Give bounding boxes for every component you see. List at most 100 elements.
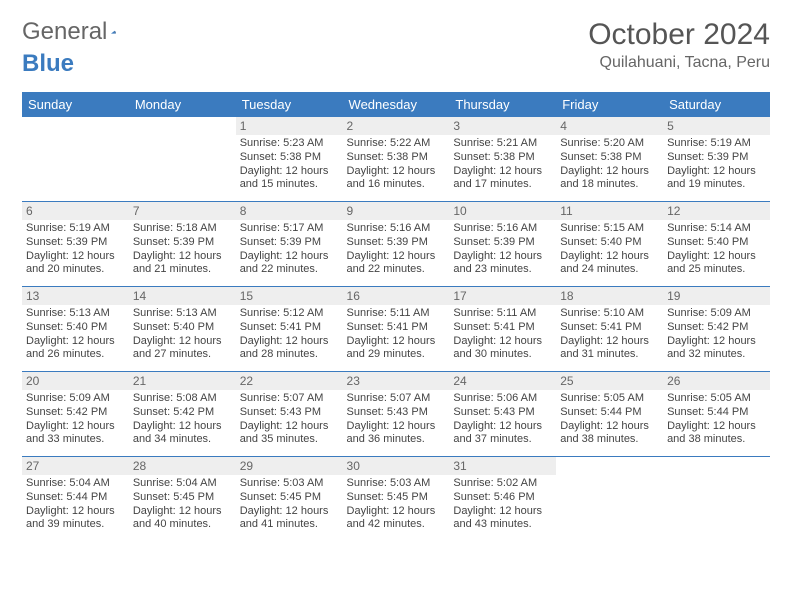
logo-text-blue: Blue bbox=[22, 50, 74, 78]
daylight-text: and 33 minutes. bbox=[26, 433, 125, 447]
daylight-text: and 25 minutes. bbox=[667, 263, 766, 277]
daylight-text: Daylight: 12 hours bbox=[347, 420, 446, 434]
sunrise-text: Sunrise: 5:09 AM bbox=[667, 307, 766, 321]
daylight-text: and 22 minutes. bbox=[347, 263, 446, 277]
sunset-text: Sunset: 5:42 PM bbox=[667, 321, 766, 335]
week-row: 13Sunrise: 5:13 AMSunset: 5:40 PMDayligh… bbox=[22, 287, 770, 372]
daylight-text: Daylight: 12 hours bbox=[560, 420, 659, 434]
day-cell: 6Sunrise: 5:19 AMSunset: 5:39 PMDaylight… bbox=[22, 202, 129, 287]
sunset-text: Sunset: 5:42 PM bbox=[26, 406, 125, 420]
daylight-text: and 42 minutes. bbox=[347, 518, 446, 532]
daylight-text: Daylight: 12 hours bbox=[453, 505, 552, 519]
sunrise-text: Sunrise: 5:06 AM bbox=[453, 392, 552, 406]
day-cell: 2Sunrise: 5:22 AMSunset: 5:38 PMDaylight… bbox=[343, 117, 450, 202]
daylight-text: Daylight: 12 hours bbox=[453, 250, 552, 264]
month-title: October 2024 bbox=[588, 18, 770, 52]
daylight-text: Daylight: 12 hours bbox=[453, 420, 552, 434]
day-number: 12 bbox=[663, 202, 770, 220]
daylight-text: Daylight: 12 hours bbox=[26, 505, 125, 519]
daylight-text: Daylight: 12 hours bbox=[667, 250, 766, 264]
sunset-text: Sunset: 5:40 PM bbox=[560, 236, 659, 250]
day-number: 13 bbox=[22, 287, 129, 305]
daylight-text: and 30 minutes. bbox=[453, 348, 552, 362]
daylight-text: and 22 minutes. bbox=[240, 263, 339, 277]
sunrise-text: Sunrise: 5:04 AM bbox=[26, 477, 125, 491]
day-number: 9 bbox=[343, 202, 450, 220]
daylight-text: and 18 minutes. bbox=[560, 178, 659, 192]
logo: General bbox=[22, 18, 139, 46]
sunset-text: Sunset: 5:45 PM bbox=[347, 491, 446, 505]
daylight-text: Daylight: 12 hours bbox=[347, 505, 446, 519]
sunrise-text: Sunrise: 5:13 AM bbox=[26, 307, 125, 321]
sunrise-text: Sunrise: 5:17 AM bbox=[240, 222, 339, 236]
daylight-text: and 29 minutes. bbox=[347, 348, 446, 362]
daylight-text: and 16 minutes. bbox=[347, 178, 446, 192]
daylight-text: Daylight: 12 hours bbox=[347, 250, 446, 264]
daylight-text: and 19 minutes. bbox=[667, 178, 766, 192]
week-row: 27Sunrise: 5:04 AMSunset: 5:44 PMDayligh… bbox=[22, 457, 770, 542]
sunset-text: Sunset: 5:41 PM bbox=[453, 321, 552, 335]
day-number: 28 bbox=[129, 457, 236, 475]
sunrise-text: Sunrise: 5:10 AM bbox=[560, 307, 659, 321]
daylight-text: and 32 minutes. bbox=[667, 348, 766, 362]
logo-triangle-icon bbox=[111, 23, 116, 41]
daylight-text: Daylight: 12 hours bbox=[667, 420, 766, 434]
sunset-text: Sunset: 5:43 PM bbox=[453, 406, 552, 420]
sunset-text: Sunset: 5:38 PM bbox=[560, 151, 659, 165]
daylight-text: and 28 minutes. bbox=[240, 348, 339, 362]
day-cell: 1Sunrise: 5:23 AMSunset: 5:38 PMDaylight… bbox=[236, 117, 343, 202]
day-number: 31 bbox=[449, 457, 556, 475]
daylight-text: Daylight: 12 hours bbox=[240, 165, 339, 179]
day-header: Saturday bbox=[663, 92, 770, 117]
sunset-text: Sunset: 5:39 PM bbox=[453, 236, 552, 250]
sunrise-text: Sunrise: 5:11 AM bbox=[453, 307, 552, 321]
day-header: Wednesday bbox=[343, 92, 450, 117]
daylight-text: and 38 minutes. bbox=[560, 433, 659, 447]
sunset-text: Sunset: 5:41 PM bbox=[560, 321, 659, 335]
day-cell: 11Sunrise: 5:15 AMSunset: 5:40 PMDayligh… bbox=[556, 202, 663, 287]
day-number: 11 bbox=[556, 202, 663, 220]
sunset-text: Sunset: 5:43 PM bbox=[240, 406, 339, 420]
daylight-text: and 35 minutes. bbox=[240, 433, 339, 447]
daylight-text: Daylight: 12 hours bbox=[667, 165, 766, 179]
daylight-text: Daylight: 12 hours bbox=[667, 335, 766, 349]
sunrise-text: Sunrise: 5:08 AM bbox=[133, 392, 232, 406]
sunset-text: Sunset: 5:46 PM bbox=[453, 491, 552, 505]
day-cell: 28Sunrise: 5:04 AMSunset: 5:45 PMDayligh… bbox=[129, 457, 236, 542]
sunset-text: Sunset: 5:41 PM bbox=[240, 321, 339, 335]
day-number: 6 bbox=[22, 202, 129, 220]
daylight-text: and 43 minutes. bbox=[453, 518, 552, 532]
day-number: 14 bbox=[129, 287, 236, 305]
sunset-text: Sunset: 5:40 PM bbox=[133, 321, 232, 335]
sunset-text: Sunset: 5:44 PM bbox=[26, 491, 125, 505]
sunset-text: Sunset: 5:43 PM bbox=[347, 406, 446, 420]
day-header: Friday bbox=[556, 92, 663, 117]
daylight-text: and 24 minutes. bbox=[560, 263, 659, 277]
day-number: 7 bbox=[129, 202, 236, 220]
sunrise-text: Sunrise: 5:21 AM bbox=[453, 137, 552, 151]
day-number: 22 bbox=[236, 372, 343, 390]
sunset-text: Sunset: 5:45 PM bbox=[240, 491, 339, 505]
sunrise-text: Sunrise: 5:05 AM bbox=[560, 392, 659, 406]
calendar-body: 1Sunrise: 5:23 AMSunset: 5:38 PMDaylight… bbox=[22, 117, 770, 541]
sunrise-text: Sunrise: 5:19 AM bbox=[667, 137, 766, 151]
day-cell: 3Sunrise: 5:21 AMSunset: 5:38 PMDaylight… bbox=[449, 117, 556, 202]
sunrise-text: Sunrise: 5:16 AM bbox=[453, 222, 552, 236]
day-cell: 22Sunrise: 5:07 AMSunset: 5:43 PMDayligh… bbox=[236, 372, 343, 457]
calendar-table: SundayMondayTuesdayWednesdayThursdayFrid… bbox=[22, 92, 770, 541]
day-cell: 19Sunrise: 5:09 AMSunset: 5:42 PMDayligh… bbox=[663, 287, 770, 372]
sunset-text: Sunset: 5:39 PM bbox=[26, 236, 125, 250]
daylight-text: and 38 minutes. bbox=[667, 433, 766, 447]
day-cell: 10Sunrise: 5:16 AMSunset: 5:39 PMDayligh… bbox=[449, 202, 556, 287]
sunrise-text: Sunrise: 5:13 AM bbox=[133, 307, 232, 321]
day-cell: 5Sunrise: 5:19 AMSunset: 5:39 PMDaylight… bbox=[663, 117, 770, 202]
logo-text-gray: General bbox=[22, 18, 107, 46]
daylight-text: Daylight: 12 hours bbox=[240, 335, 339, 349]
sunset-text: Sunset: 5:40 PM bbox=[667, 236, 766, 250]
daylight-text: and 37 minutes. bbox=[453, 433, 552, 447]
daylight-text: Daylight: 12 hours bbox=[133, 505, 232, 519]
day-number: 26 bbox=[663, 372, 770, 390]
daylight-text: and 40 minutes. bbox=[133, 518, 232, 532]
day-number: 3 bbox=[449, 117, 556, 135]
day-number: 8 bbox=[236, 202, 343, 220]
